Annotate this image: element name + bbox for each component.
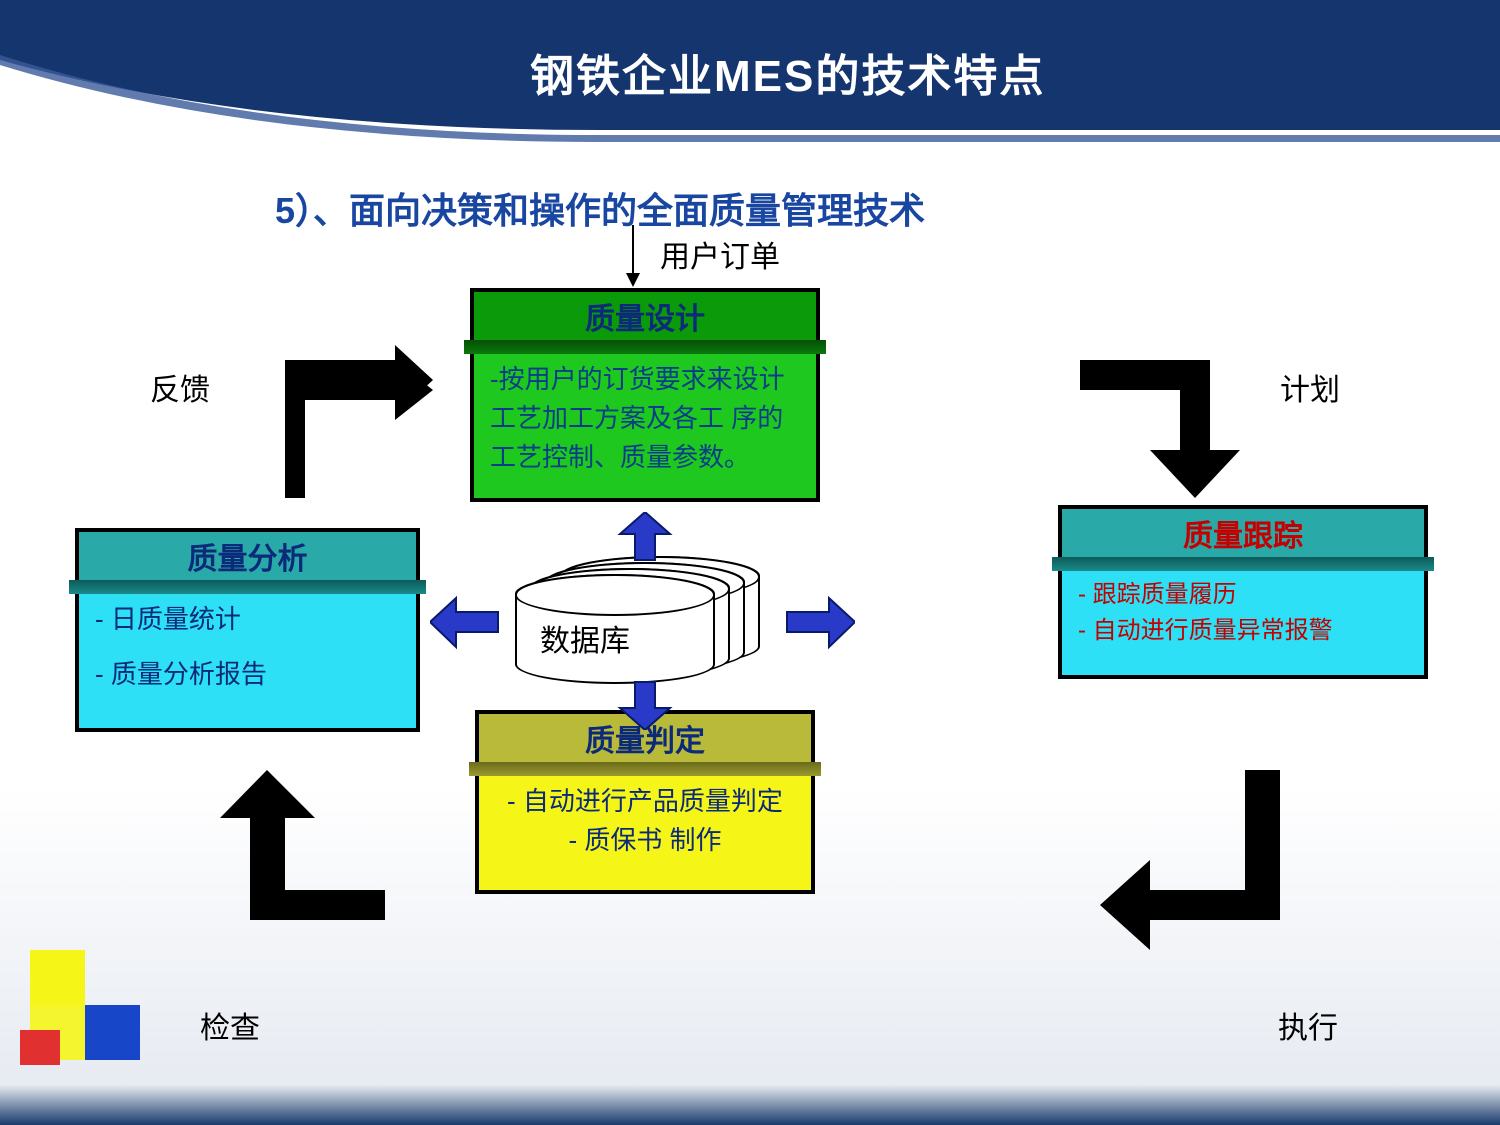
slide-title: 钢铁企业MES的技术特点 <box>530 40 1430 104</box>
tracking-line2: - 自动进行质量异常报警 <box>1078 613 1408 649</box>
elbow-arrow-check-icon <box>195 770 415 970</box>
box-quality-analysis-body: - 日质量统计 - 质量分析报告 <box>77 580 418 730</box>
box-quality-analysis-header: 质量分析 <box>77 530 418 580</box>
database-label: 数据库 <box>540 616 630 660</box>
elbow-arrow-feedback-icon <box>245 330 435 500</box>
box-quality-judgement: 质量判定 - 自动进行产品质量判定 - 质保书 制作 <box>475 710 815 894</box>
bottom-gradient-band <box>0 1085 1500 1125</box>
slide-subtitle: 5）、面向决策和操作的全面质量管理技术 <box>275 182 925 234</box>
elbow-arrow-execute-icon <box>1095 770 1295 970</box>
arrow-down-icon <box>618 225 658 290</box>
analysis-line1: - 日质量统计 <box>95 600 400 639</box>
arrow-down-blue-icon <box>615 680 675 730</box>
arrow-right-blue-icon <box>785 595 855 650</box>
analysis-line2: - 质量分析报告 <box>95 655 400 694</box>
label-user-order: 用户订单 <box>660 232 780 276</box>
slide: 钢铁企业MES的技术特点 5）、面向决策和操作的全面质量管理技术 用户订单 质量… <box>0 0 1500 1125</box>
box-quality-design-body: -按用户的订货要求来设计 工艺加工方案及各工 序的工艺控制、质量参数。 <box>472 340 818 500</box>
box-quality-tracking: 质量跟踪 - 跟踪质量履历 - 自动进行质量异常报警 <box>1058 505 1428 679</box>
elbow-arrow-plan-icon <box>1080 330 1280 500</box>
arrow-left-blue-icon <box>430 595 500 650</box>
decorative-squares-icon <box>30 950 150 1070</box>
box-quality-analysis: 质量分析 - 日质量统计 - 质量分析报告 <box>75 528 420 732</box>
judgement-line1: - 自动进行产品质量判定 <box>495 782 795 821</box>
arrow-up-blue-icon <box>615 512 675 562</box>
label-check: 检查 <box>200 1003 260 1047</box>
box-quality-design: 质量设计 -按用户的订货要求来设计 工艺加工方案及各工 序的工艺控制、质量参数。 <box>470 288 820 502</box>
box-quality-tracking-header: 质量跟踪 <box>1060 507 1426 557</box>
database-icon: 数据库 <box>510 556 760 686</box>
box-quality-design-header: 质量设计 <box>472 290 818 340</box>
subtitle-number: 5）、 <box>275 190 349 231</box>
label-feedback: 反馈 <box>150 365 210 409</box>
box-quality-judgement-body: - 自动进行产品质量判定 - 质保书 制作 <box>477 762 813 892</box>
label-execute: 执行 <box>1278 1003 1338 1047</box>
box-quality-tracking-body: - 跟踪质量履历 - 自动进行质量异常报警 <box>1060 557 1426 677</box>
label-plan: 计划 <box>1280 365 1340 409</box>
tracking-line1: - 跟踪质量履历 <box>1078 577 1408 613</box>
judgement-line2: - 质保书 制作 <box>495 821 795 860</box>
